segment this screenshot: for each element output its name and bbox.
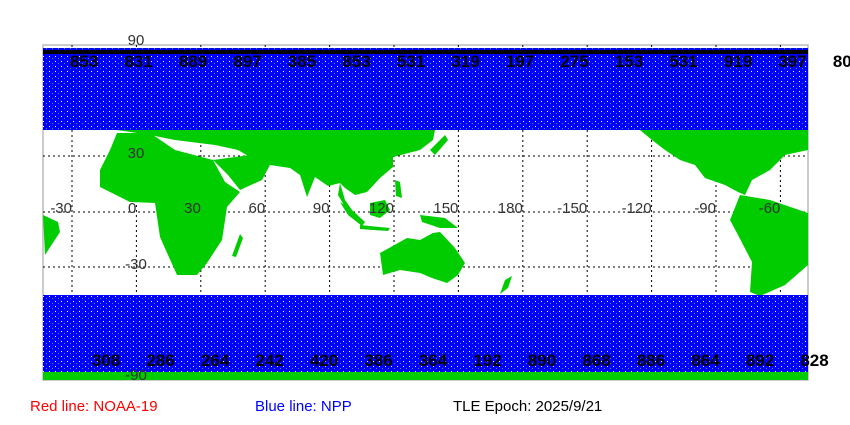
orbit-number-label: 153 [615, 52, 643, 71]
longitude-label: -120 [622, 200, 652, 217]
orbit-number-label: 420 [310, 351, 338, 370]
longitude-label: 0 [128, 200, 136, 217]
eurasia [117, 130, 435, 197]
orbit-number-label: 386 [364, 351, 392, 370]
latitude-label: -30 [125, 256, 147, 273]
north-america [640, 130, 808, 195]
legend-tle-epoch: TLE Epoch: 2025/9/21 [453, 398, 603, 415]
antarctica [43, 372, 808, 380]
java [360, 225, 390, 231]
orbit-number-label: 897 [233, 52, 261, 71]
new-zealand [500, 276, 512, 294]
sumatra [340, 202, 365, 226]
japan [430, 135, 448, 155]
orbit-number-label: 864 [691, 351, 720, 370]
orbit-number-label: 242 [255, 351, 283, 370]
orbit-number-label: 197 [506, 52, 534, 71]
malay-peninsula [338, 183, 352, 212]
orbit-number-label: 264 [201, 351, 230, 370]
philippines [395, 180, 402, 198]
longitude-label: 180 [498, 200, 523, 217]
orbit-number-label: 807 [833, 52, 850, 71]
africa [100, 133, 240, 275]
orbit-number-label: 890 [528, 351, 556, 370]
orbit-number-label: 828 [800, 351, 828, 370]
orbit-number-label: 868 [582, 351, 610, 370]
orbit-number-label: 286 [146, 351, 174, 370]
orbit-number-label: 831 [124, 52, 152, 71]
orbit-number-label: 397 [778, 52, 806, 71]
longitude-label: 120 [369, 200, 394, 217]
orbit-number-label: 385 [288, 52, 316, 71]
orbit-number-label: 319 [451, 52, 479, 71]
orbit-number-label: 531 [397, 52, 425, 71]
latitude-label: 30 [128, 145, 145, 162]
orbit-number-label: 892 [746, 351, 774, 370]
orbit-number-label: 889 [179, 52, 207, 71]
orbit-number-label: 853 [70, 52, 98, 71]
longitude-label: -30 [50, 200, 72, 217]
australia [380, 232, 465, 283]
longitude-label: 150 [433, 200, 458, 217]
orbit-number-label: 853 [342, 52, 370, 71]
orbit-number-label: 886 [637, 351, 665, 370]
longitude-label: -90 [694, 200, 716, 217]
orbit-number-label: 275 [560, 52, 588, 71]
orbit-number-label: 531 [669, 52, 697, 71]
longitude-label: 30 [184, 200, 201, 217]
orbit-number-label: 308 [92, 351, 120, 370]
npp-track-band-north [43, 48, 808, 130]
south-america [730, 195, 808, 296]
orbit-number-label: 364 [419, 351, 448, 370]
arabia [213, 155, 270, 190]
land-masses [43, 130, 808, 380]
longitude-label: -150 [557, 200, 587, 217]
orbit-number-label: 192 [473, 351, 501, 370]
south-america-wrap [43, 215, 60, 255]
orbit-number-label: 919 [724, 52, 752, 71]
new-guinea [420, 215, 458, 228]
longitude-label: 90 [313, 200, 330, 217]
legend-npp: Blue line: NPP [255, 398, 352, 415]
npp-track-band-south [43, 295, 808, 372]
latitude-label: -90 [125, 367, 147, 384]
latitude-label: 90 [128, 32, 145, 49]
madagascar [232, 234, 243, 257]
longitude-label: -60 [759, 200, 781, 217]
borneo [370, 200, 390, 218]
orbit-label-strip-top [43, 50, 808, 54]
legend-noaa19: Red line: NOAA-19 [30, 398, 158, 415]
longitude-label: 60 [249, 200, 266, 217]
